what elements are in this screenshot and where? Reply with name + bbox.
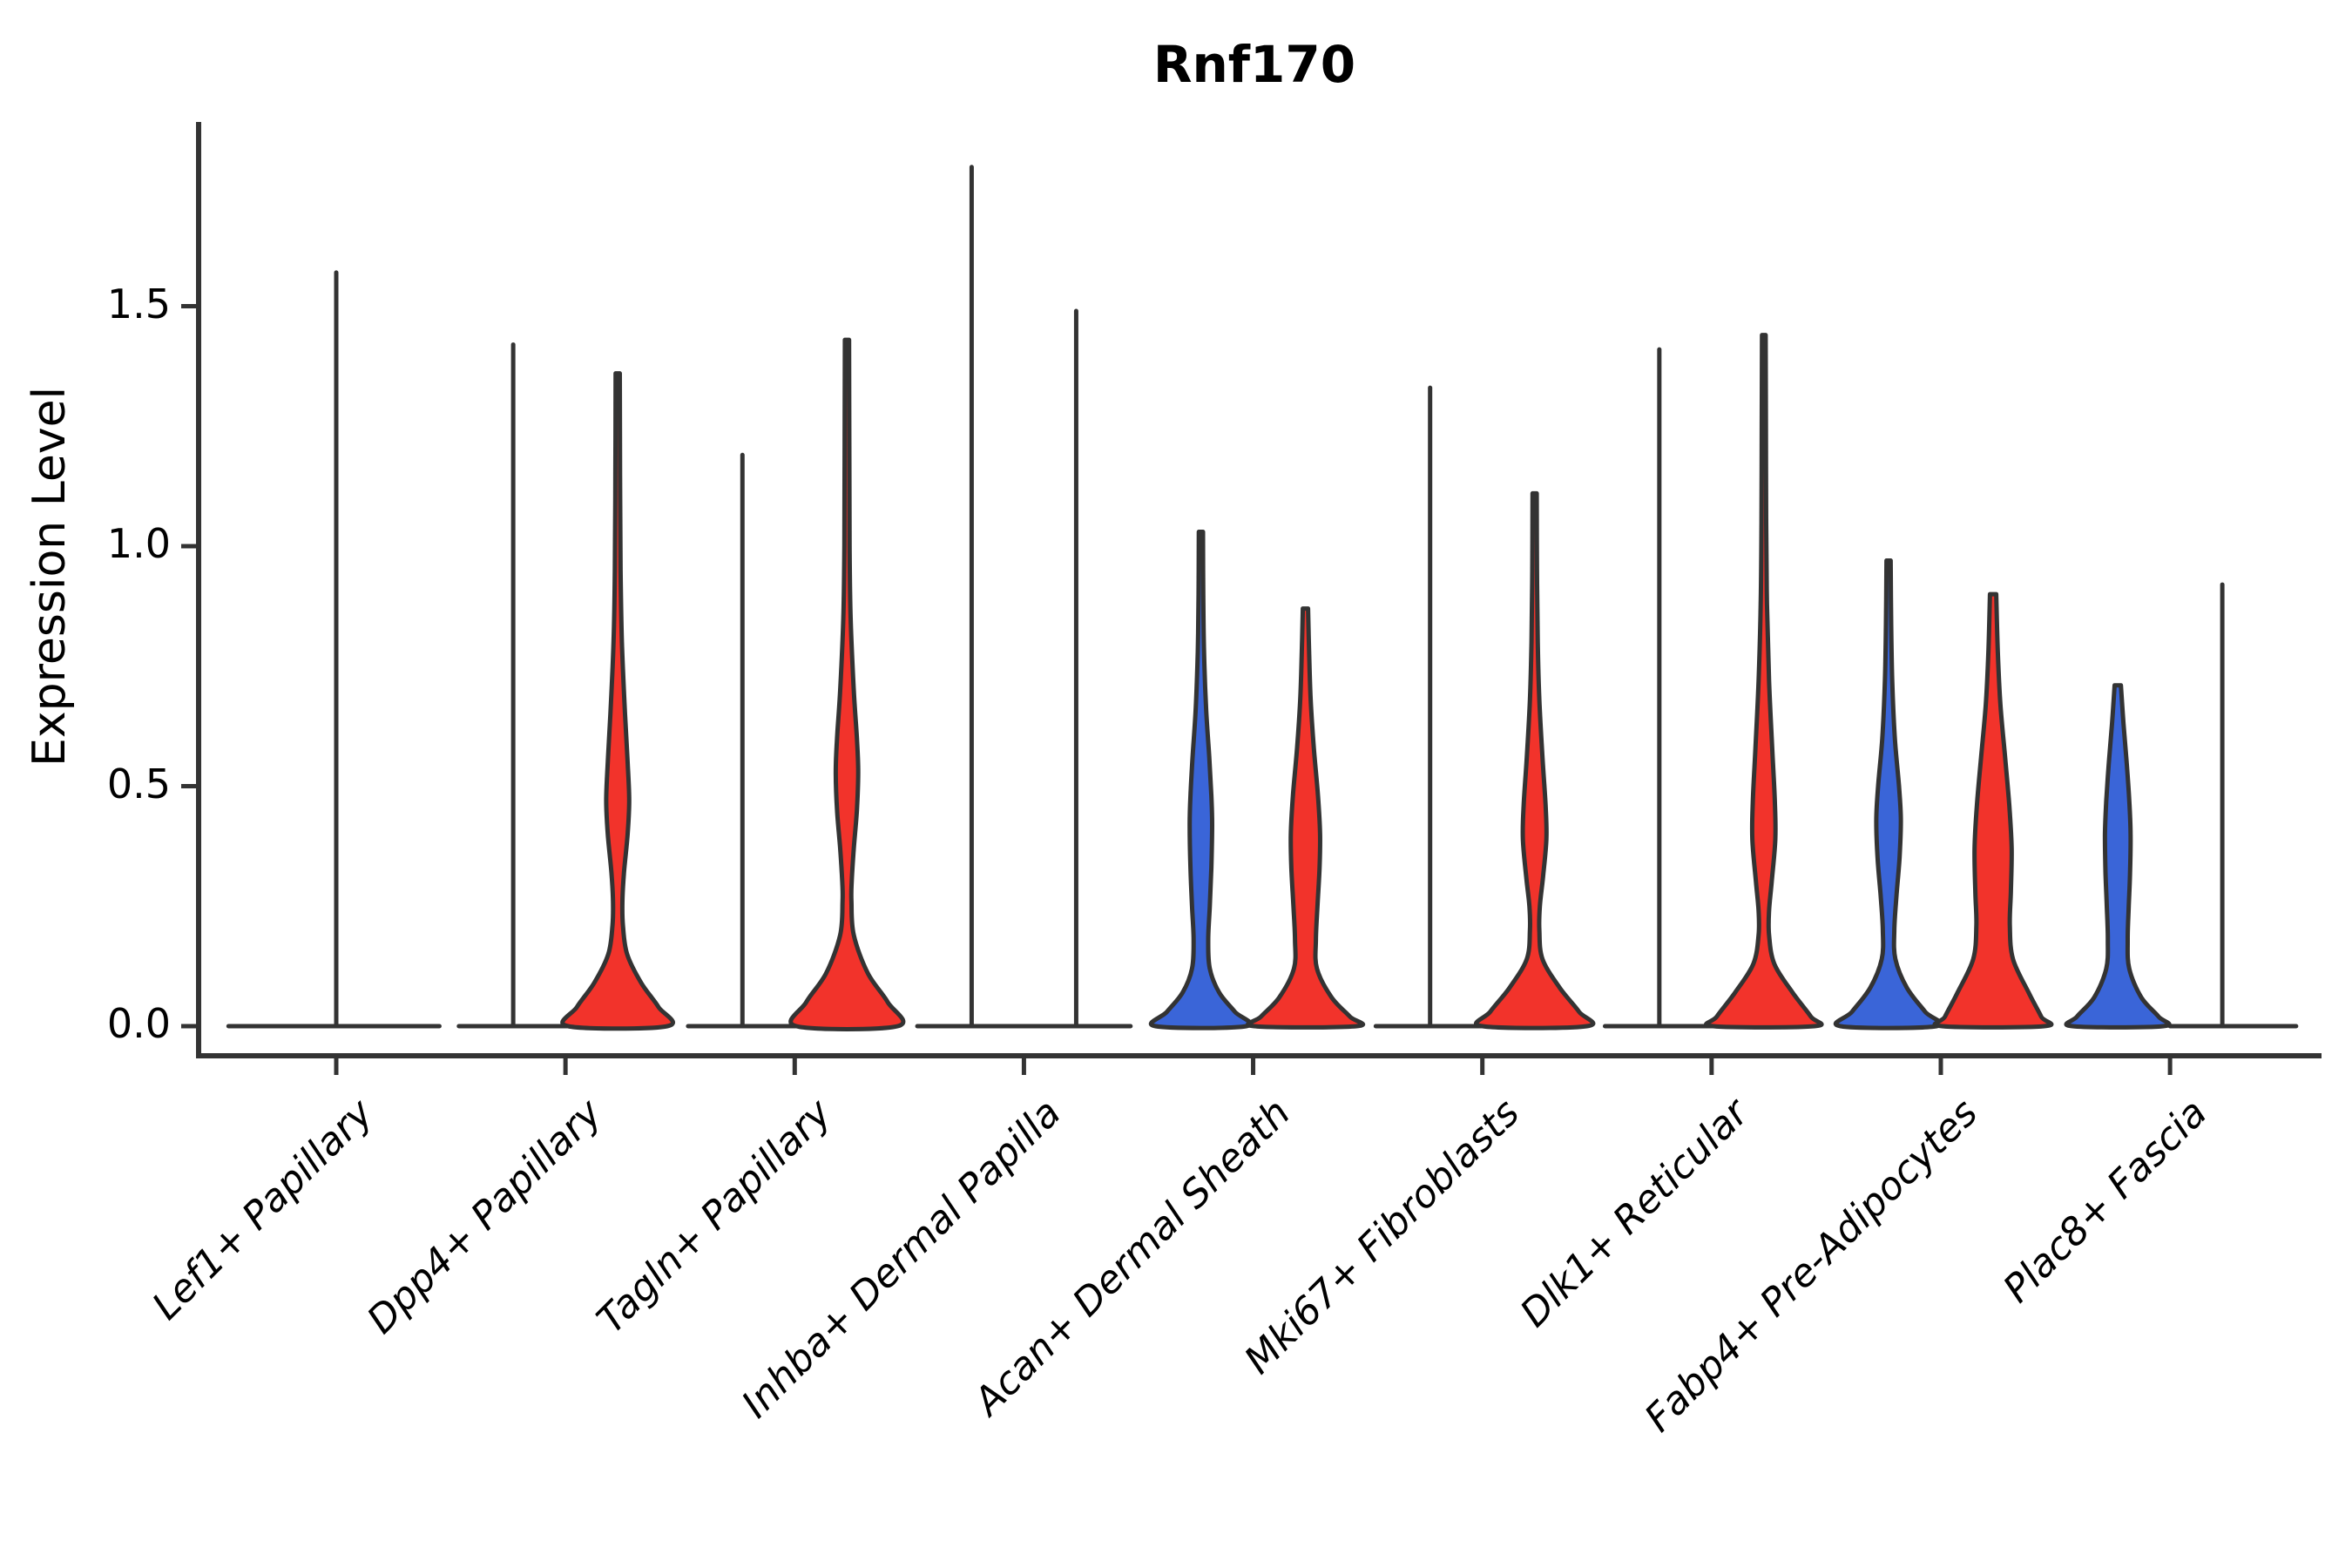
violin-blue	[1148, 530, 1254, 1031]
violin-blue	[2064, 683, 2172, 1030]
y-tick-label: 1.5	[106, 280, 171, 328]
violin-blue	[1833, 558, 1944, 1031]
y-tick-label: 1.0	[106, 520, 171, 567]
violin-red	[1704, 333, 1824, 1030]
violin-red	[788, 337, 906, 1031]
violin-red	[1474, 490, 1596, 1031]
violin-red	[1246, 606, 1366, 1030]
violin-red	[1932, 591, 2054, 1030]
violin-red	[560, 371, 676, 1031]
y-tick-label: 0.5	[106, 760, 171, 808]
y-tick-label: 0.0	[106, 1000, 171, 1047]
chart-title: Rnf170	[1152, 35, 1356, 94]
